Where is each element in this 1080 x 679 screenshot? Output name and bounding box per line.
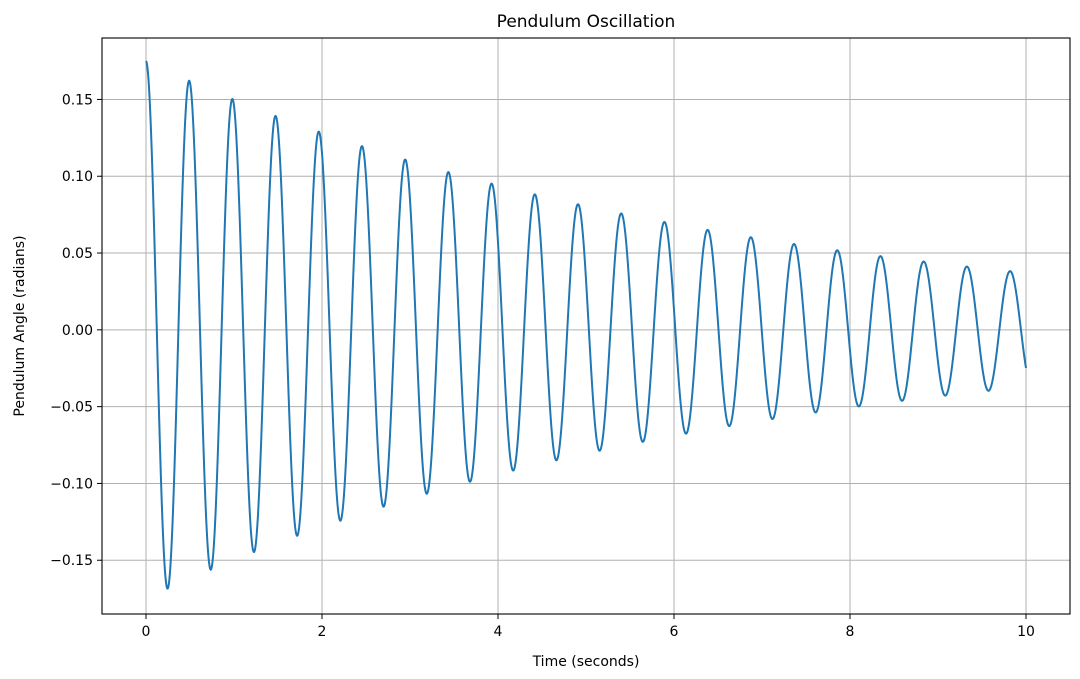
x-axis-label: Time (seconds) xyxy=(532,654,640,670)
y-tick-label: −0.05 xyxy=(50,400,93,416)
y-tick-label: −0.10 xyxy=(50,476,93,492)
chart-title: Pendulum Oscillation xyxy=(497,12,676,32)
x-tick-label: 0 xyxy=(142,624,151,640)
x-tick-label: 10 xyxy=(1017,624,1035,640)
x-tick-label: 4 xyxy=(494,624,503,640)
plot-frame xyxy=(101,37,1071,615)
y-tick-label: 0.05 xyxy=(62,246,93,262)
plot-area xyxy=(102,38,1070,614)
y-tick-label: 0.15 xyxy=(62,92,93,108)
series-layer xyxy=(145,60,1027,590)
x-axis-ticks: 0 2 4 6 8 10 xyxy=(142,614,1035,640)
x-tick-label: 8 xyxy=(846,624,855,640)
y-axis-label: Pendulum Angle (radians) xyxy=(12,235,28,416)
x-tick-label: 2 xyxy=(318,624,327,640)
y-tick-label: 0.00 xyxy=(62,323,93,339)
y-tick-label: −0.15 xyxy=(50,553,93,569)
x-tick-label: 6 xyxy=(670,624,679,640)
y-axis-ticks: −0.15 −0.10 −0.05 0.00 0.05 0.10 0.15 xyxy=(50,92,102,569)
y-tick-label: 0.10 xyxy=(62,169,93,185)
pendulum-angle-line xyxy=(145,60,1027,590)
